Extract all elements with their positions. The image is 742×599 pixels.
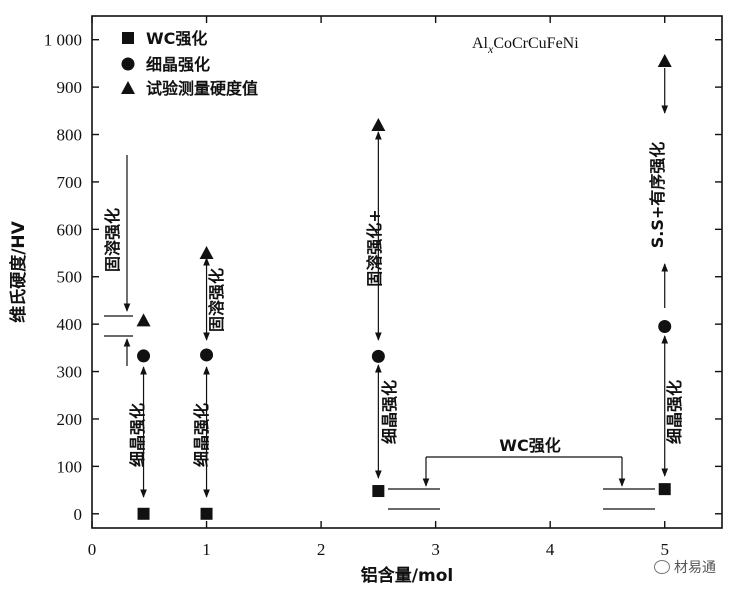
- x-tick-label: 1: [202, 540, 211, 559]
- legend-marker-circle: [121, 57, 135, 71]
- y-tick-label: 800: [57, 126, 83, 145]
- y-tick-label: 400: [57, 315, 83, 334]
- ss-order-label: S.S+有序强化: [648, 142, 667, 249]
- x-tick-label: 4: [546, 540, 555, 559]
- y-tick-label: 300: [57, 363, 83, 382]
- legend-label: WC强化: [146, 29, 207, 48]
- x-axis-label: 铝含量/mol: [361, 565, 453, 586]
- wc-point: [372, 485, 385, 498]
- fine-grain-point: [658, 320, 672, 334]
- data-points: [136, 54, 672, 520]
- solid-solution-label: 固溶强化: [103, 208, 122, 272]
- wc-label: WC强化: [499, 436, 560, 455]
- wc-point: [137, 507, 150, 520]
- hardness-point: [657, 54, 672, 68]
- legend-label: 试验测量硬度值: [146, 79, 258, 98]
- x-tick-label: 5: [660, 540, 669, 559]
- y-tick-label: 200: [57, 410, 83, 429]
- x-tick-label: 0: [88, 540, 97, 559]
- fine-grain-label-2: 细晶强化: [192, 403, 211, 467]
- y-tick-label: 100: [57, 457, 83, 476]
- x-tick-label: 3: [431, 540, 440, 559]
- y-tick-label: 600: [57, 220, 83, 239]
- fine-grain-label-4: 细晶强化: [665, 380, 684, 444]
- legend-label: 细晶强化: [146, 55, 210, 74]
- watermark-text: 材易通: [674, 560, 716, 576]
- alloy-label: AlxCoCrCuFeNi: [472, 35, 579, 56]
- fine-grain-point: [137, 349, 151, 363]
- y-tick-label: 900: [57, 78, 83, 97]
- x-axis: 0 1 2 3 4 5: [88, 16, 669, 559]
- y-tick-label: 700: [57, 173, 83, 192]
- y-tick-label: 500: [57, 268, 83, 287]
- fine-grain-point: [371, 349, 385, 363]
- fine-grain-label-3: 细晶强化: [380, 380, 399, 444]
- legend-marker-square: [122, 32, 134, 44]
- hardness-point: [199, 246, 214, 260]
- y-axis-label: 维氏硬度/HV: [8, 220, 29, 322]
- plot-frame: [91, 15, 723, 529]
- fine-grain-point: [200, 348, 214, 362]
- hardness-point: [136, 313, 151, 327]
- wc-point: [658, 483, 671, 496]
- y-tick-label: 0: [74, 505, 83, 524]
- y-axis: 0 100 200 300 400 500 600 700 800 900 1 000: [44, 31, 722, 524]
- wc-point: [200, 507, 213, 520]
- hardness-point: [371, 118, 386, 132]
- x-tick-label: 2: [317, 540, 326, 559]
- watermark: 材易通: [654, 557, 716, 577]
- wechat-icon: [654, 560, 670, 574]
- y-tick-label: 1 000: [44, 31, 82, 50]
- solid-solution-label-2: 固溶强化: [207, 268, 226, 332]
- solid-solution-plus-label: 固溶强化+: [365, 209, 384, 286]
- legend-marker-triangle: [121, 81, 135, 94]
- fine-grain-label-1: 细晶强化: [128, 403, 147, 467]
